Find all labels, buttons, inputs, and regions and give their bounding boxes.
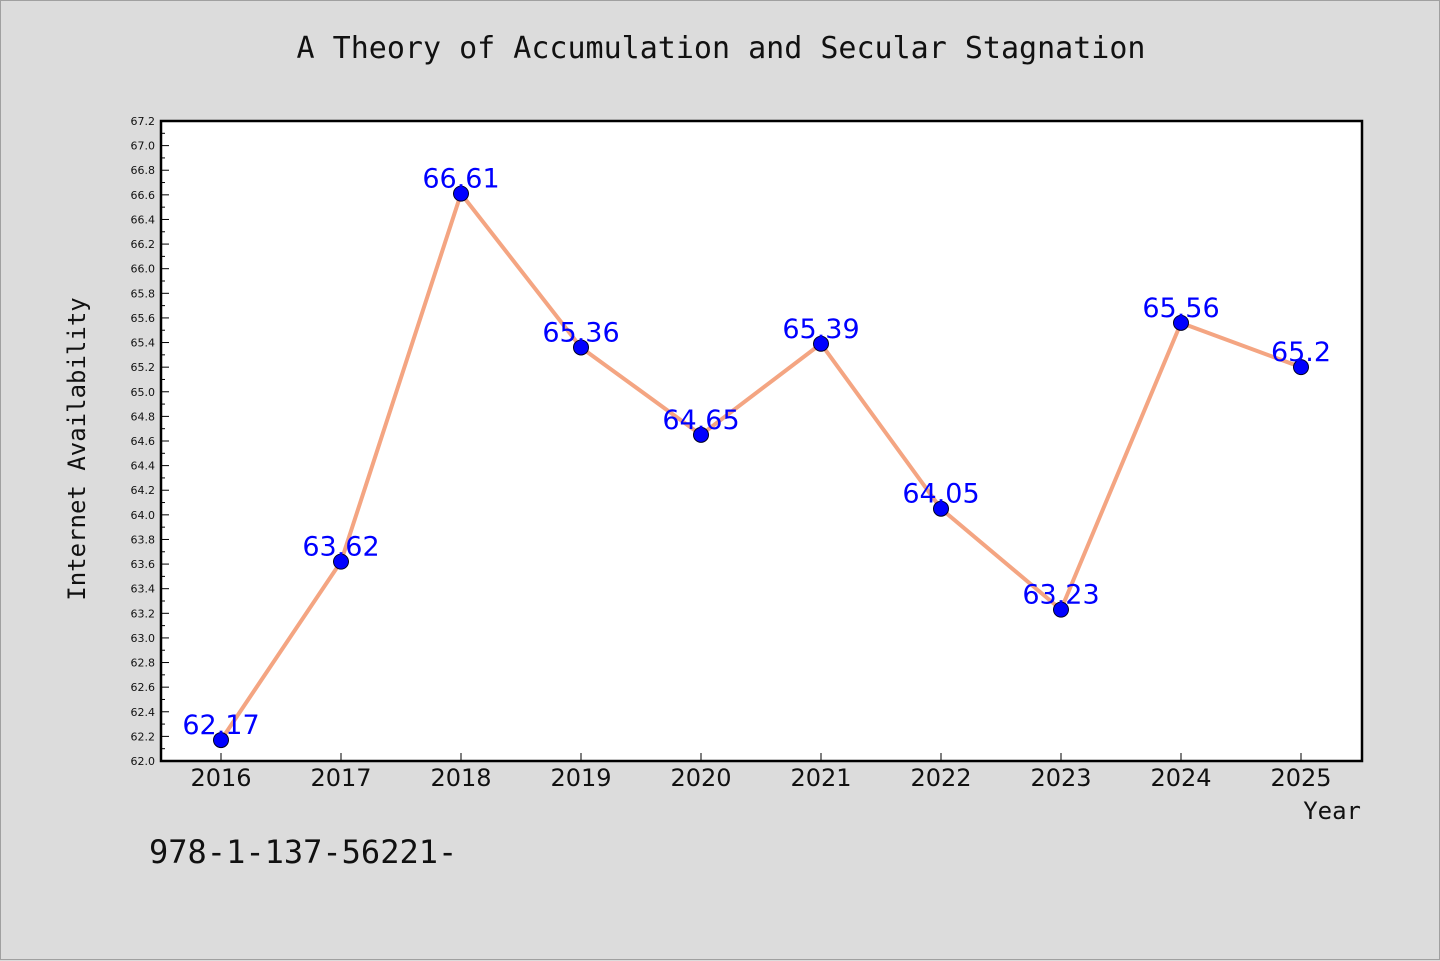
data-point [213, 732, 229, 749]
y-tick-label: 64.4 [131, 460, 156, 473]
y-tick-label: 63.0 [131, 632, 156, 645]
y-tick-label: 66.6 [131, 189, 156, 202]
data-label: 66.61 [422, 164, 499, 195]
y-tick-label: 65.2 [131, 361, 156, 374]
y-tick-label: 62.4 [131, 706, 156, 719]
y-tick-label: 64.0 [131, 509, 156, 522]
y-tick-label: 65.0 [131, 386, 156, 399]
y-tick-label: 62.0 [131, 755, 156, 768]
chart-title: A Theory of Accumulation and Secular Sta… [296, 31, 1146, 66]
x-tick-label: 2020 [670, 764, 731, 792]
series-line [219, 191, 1302, 742]
footnote-text: 978-1-137-56221- [149, 833, 458, 871]
data-label: 64.05 [902, 479, 979, 510]
data-point [453, 185, 469, 202]
plot-frame [159, 119, 1364, 763]
y-tick-label: 65.8 [131, 287, 156, 300]
y-tick-label: 63.4 [131, 583, 156, 596]
x-tick-label: 2025 [1270, 764, 1331, 792]
x-tick-label: 2018 [430, 764, 491, 792]
data-label: 64.65 [662, 405, 739, 436]
data-point [333, 553, 349, 570]
data-point [693, 426, 709, 443]
y-tick-label: 62.2 [131, 730, 156, 743]
y-tick-label: 67.0 [131, 140, 156, 153]
data-point [933, 500, 949, 517]
data-label: 62.17 [182, 710, 259, 741]
data-label: 65.56 [1142, 293, 1219, 324]
data-point [813, 335, 829, 352]
x-tick-label: 2019 [550, 764, 611, 792]
x-tick-label: 2023 [1030, 764, 1091, 792]
data-point [1053, 601, 1069, 618]
x-tick-label: 2016 [190, 764, 251, 792]
y-tick-label: 64.6 [131, 435, 156, 448]
y-tick-label: 67.2 [131, 115, 156, 128]
data-label: 63.23 [1022, 580, 1099, 611]
plot-background [161, 121, 1362, 761]
x-axis-label: Year [1303, 797, 1361, 825]
y-tick-label: 62.6 [131, 681, 156, 694]
y-tick-label: 66.0 [131, 263, 156, 276]
x-tick-label: 2024 [1150, 764, 1211, 792]
y-tick-label: 65.6 [131, 312, 156, 325]
y-tick-label: 65.4 [131, 337, 156, 350]
data-label: 65.2 [1271, 337, 1331, 368]
y-tick-label: 66.4 [131, 213, 156, 226]
y-tick-label: 64.8 [131, 410, 156, 423]
x-tick-label: 2022 [910, 764, 971, 792]
y-tick-label: 64.2 [131, 484, 156, 497]
y-tick-label: 66.2 [131, 238, 156, 251]
y-tick-label: 63.2 [131, 607, 156, 620]
y-tick-label: 63.6 [131, 558, 156, 571]
y-tick-label: 66.8 [131, 164, 156, 177]
data-label: 65.36 [542, 317, 619, 348]
x-tick-label: 2021 [790, 764, 851, 792]
y-tick-label: 63.8 [131, 533, 156, 546]
data-label: 63.62 [302, 532, 379, 563]
data-point [573, 339, 589, 356]
data-point [1293, 359, 1309, 376]
x-tick-label: 2017 [310, 764, 371, 792]
data-point [1173, 314, 1189, 331]
y-tick-label: 62.8 [131, 657, 156, 670]
data-label: 65.39 [782, 314, 859, 345]
